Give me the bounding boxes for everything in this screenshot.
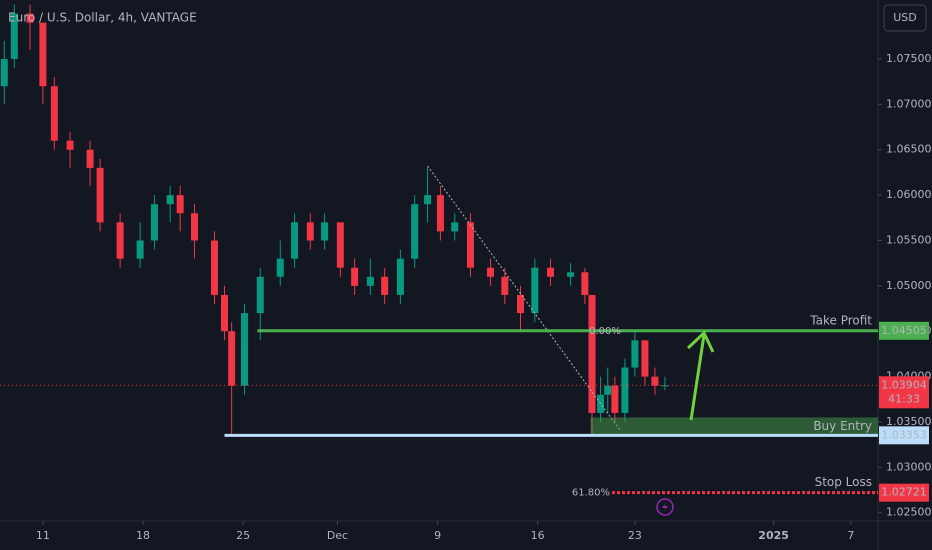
candle-body <box>436 195 444 232</box>
x-tick-label: 7 <box>847 529 854 542</box>
candle-body <box>241 313 249 386</box>
y-tick-label: 1.06500 <box>886 143 932 156</box>
candle-body <box>210 240 218 295</box>
candle-body <box>517 294 525 314</box>
candle-body <box>466 222 474 268</box>
candle-body <box>0 58 8 87</box>
x-tick-label: 23 <box>628 529 642 542</box>
candle-body <box>150 204 158 241</box>
level-name: Stop Loss <box>815 475 872 489</box>
level-price-label: 1.03353 <box>881 428 927 441</box>
candle-body <box>451 222 459 232</box>
candle-body <box>547 267 555 277</box>
currency-label: USD <box>893 11 917 24</box>
y-tick-label: 1.06000 <box>886 188 932 201</box>
candle-body <box>381 276 389 295</box>
candle-body <box>10 13 18 59</box>
x-tick-label: 2025 <box>758 529 789 542</box>
y-tick-label: 1.07500 <box>886 52 932 65</box>
x-tick-label: 18 <box>136 529 150 542</box>
level-price-label: 1.02721 <box>881 486 927 499</box>
level-price-label: 1.04505 <box>881 324 927 337</box>
candle-body <box>136 240 144 259</box>
candle-body <box>604 385 612 395</box>
last-price-label: 1.03904 <box>881 378 927 391</box>
y-tick-label: 1.05000 <box>886 279 932 292</box>
level-name: Take Profit <box>809 313 872 327</box>
candle-body <box>86 149 94 168</box>
last-price-box <box>879 376 929 409</box>
candle-body <box>366 276 374 286</box>
event-bolt <box>662 501 668 513</box>
x-tick-label: 16 <box>531 529 545 542</box>
level-price-box <box>879 483 929 502</box>
candle-body <box>501 276 509 295</box>
level-price-box <box>879 426 929 445</box>
level-name: Buy Entry <box>813 419 872 433</box>
plot-area <box>0 4 878 495</box>
x-tick-label: 9 <box>434 529 441 542</box>
candle-body <box>26 13 34 23</box>
candle-body <box>256 276 264 314</box>
candle-body <box>597 394 605 413</box>
fib-label: 0.00% <box>589 326 621 337</box>
candle-body <box>567 272 575 277</box>
candle-body <box>588 294 596 413</box>
candle-body <box>641 340 649 377</box>
candle-body <box>276 258 284 277</box>
candle-body <box>166 195 174 205</box>
candle-body <box>39 22 47 87</box>
candle-body <box>306 222 314 241</box>
buy-zone <box>590 417 878 436</box>
y-tick-label: 1.03000 <box>886 460 932 473</box>
candle-body <box>116 222 124 259</box>
candle-body <box>486 267 494 277</box>
currency-button[interactable] <box>883 4 927 32</box>
x-tick-label: Dec <box>327 529 348 542</box>
candle-body <box>351 267 359 286</box>
candle-body <box>221 294 229 332</box>
event-icon[interactable] <box>656 498 674 516</box>
candle-body <box>581 272 589 295</box>
candle-body <box>336 222 344 268</box>
arrow-head <box>686 330 715 353</box>
candle-body <box>621 367 629 413</box>
candle-body <box>228 331 236 386</box>
y-tick-label: 1.02500 <box>886 506 932 519</box>
candle-body <box>424 195 432 205</box>
candle-body <box>651 376 659 386</box>
level-price-box <box>879 321 929 340</box>
x-tick-label: 11 <box>36 529 50 542</box>
candle-body <box>411 204 419 259</box>
countdown-label: 41:33 <box>888 392 920 405</box>
fib-trend-line <box>427 165 622 432</box>
fib-label: 61.80% <box>572 488 610 499</box>
candle-body <box>631 340 639 368</box>
arrow-shaft <box>689 334 706 421</box>
candle-body <box>50 86 58 141</box>
x-tick-label: 25 <box>236 529 250 542</box>
y-tick-label: 1.07000 <box>886 97 932 110</box>
y-tick-label: 1.05500 <box>886 233 932 246</box>
candle-body <box>96 167 104 223</box>
candle-body <box>396 258 404 295</box>
y-tick-label: 1.03500 <box>886 415 932 428</box>
chart-title: Euro / U.S. Dollar, 4h, VANTAGE <box>8 11 197 25</box>
candle-body <box>190 213 198 241</box>
candle-body <box>611 385 619 413</box>
candle-body <box>66 140 74 150</box>
candle-body <box>531 267 539 314</box>
candle-body <box>176 195 184 214</box>
candle-body <box>321 222 329 241</box>
candle-body <box>291 222 299 259</box>
